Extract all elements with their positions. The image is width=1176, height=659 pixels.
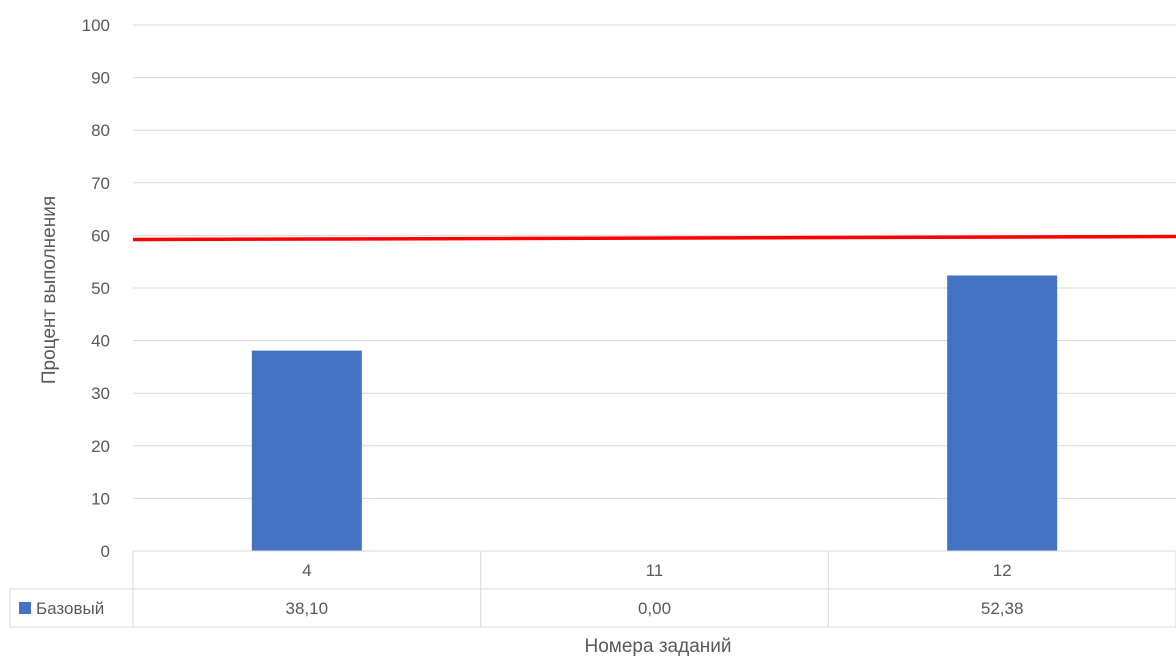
- y-tick-label: 60: [91, 226, 110, 245]
- y-tick-label: 40: [91, 332, 110, 351]
- reference-line-group: [132, 234, 1176, 242]
- y-axis-title: Процент выполнения: [39, 196, 60, 384]
- y-tick-label: 0: [101, 542, 110, 561]
- reference-line: [132, 234, 1176, 242]
- y-tick-label: 90: [91, 69, 110, 88]
- x-tick-label: 12: [993, 561, 1012, 580]
- table-value: 0,00: [638, 599, 671, 618]
- x-tick-label: 11: [646, 561, 664, 580]
- y-tick-labels: 0 10 20 30 40 50 60 70 80 90 100: [82, 16, 110, 561]
- y-tick-label: 50: [91, 279, 110, 298]
- table-value: 52,38: [981, 599, 1024, 618]
- x-tick-label: 4: [302, 561, 311, 580]
- bar: [947, 275, 1058, 551]
- legend-label: Базовый: [36, 599, 104, 618]
- y-tick-label: 20: [91, 437, 110, 456]
- x-axis-title: Номера заданий: [585, 636, 732, 657]
- data-table: 4 38,10 11 0,00 12 52,38 Базовый: [9, 550, 1176, 628]
- bar: [251, 350, 362, 551]
- table-value: 38,10: [286, 599, 329, 618]
- y-tick-label: 30: [91, 384, 110, 403]
- bars: [251, 275, 1058, 551]
- y-tick-label: 70: [91, 174, 110, 193]
- legend-swatch: [19, 602, 31, 614]
- y-tick-label: 100: [82, 16, 110, 35]
- y-tick-label: 80: [91, 121, 110, 140]
- y-tick-label: 10: [91, 489, 110, 508]
